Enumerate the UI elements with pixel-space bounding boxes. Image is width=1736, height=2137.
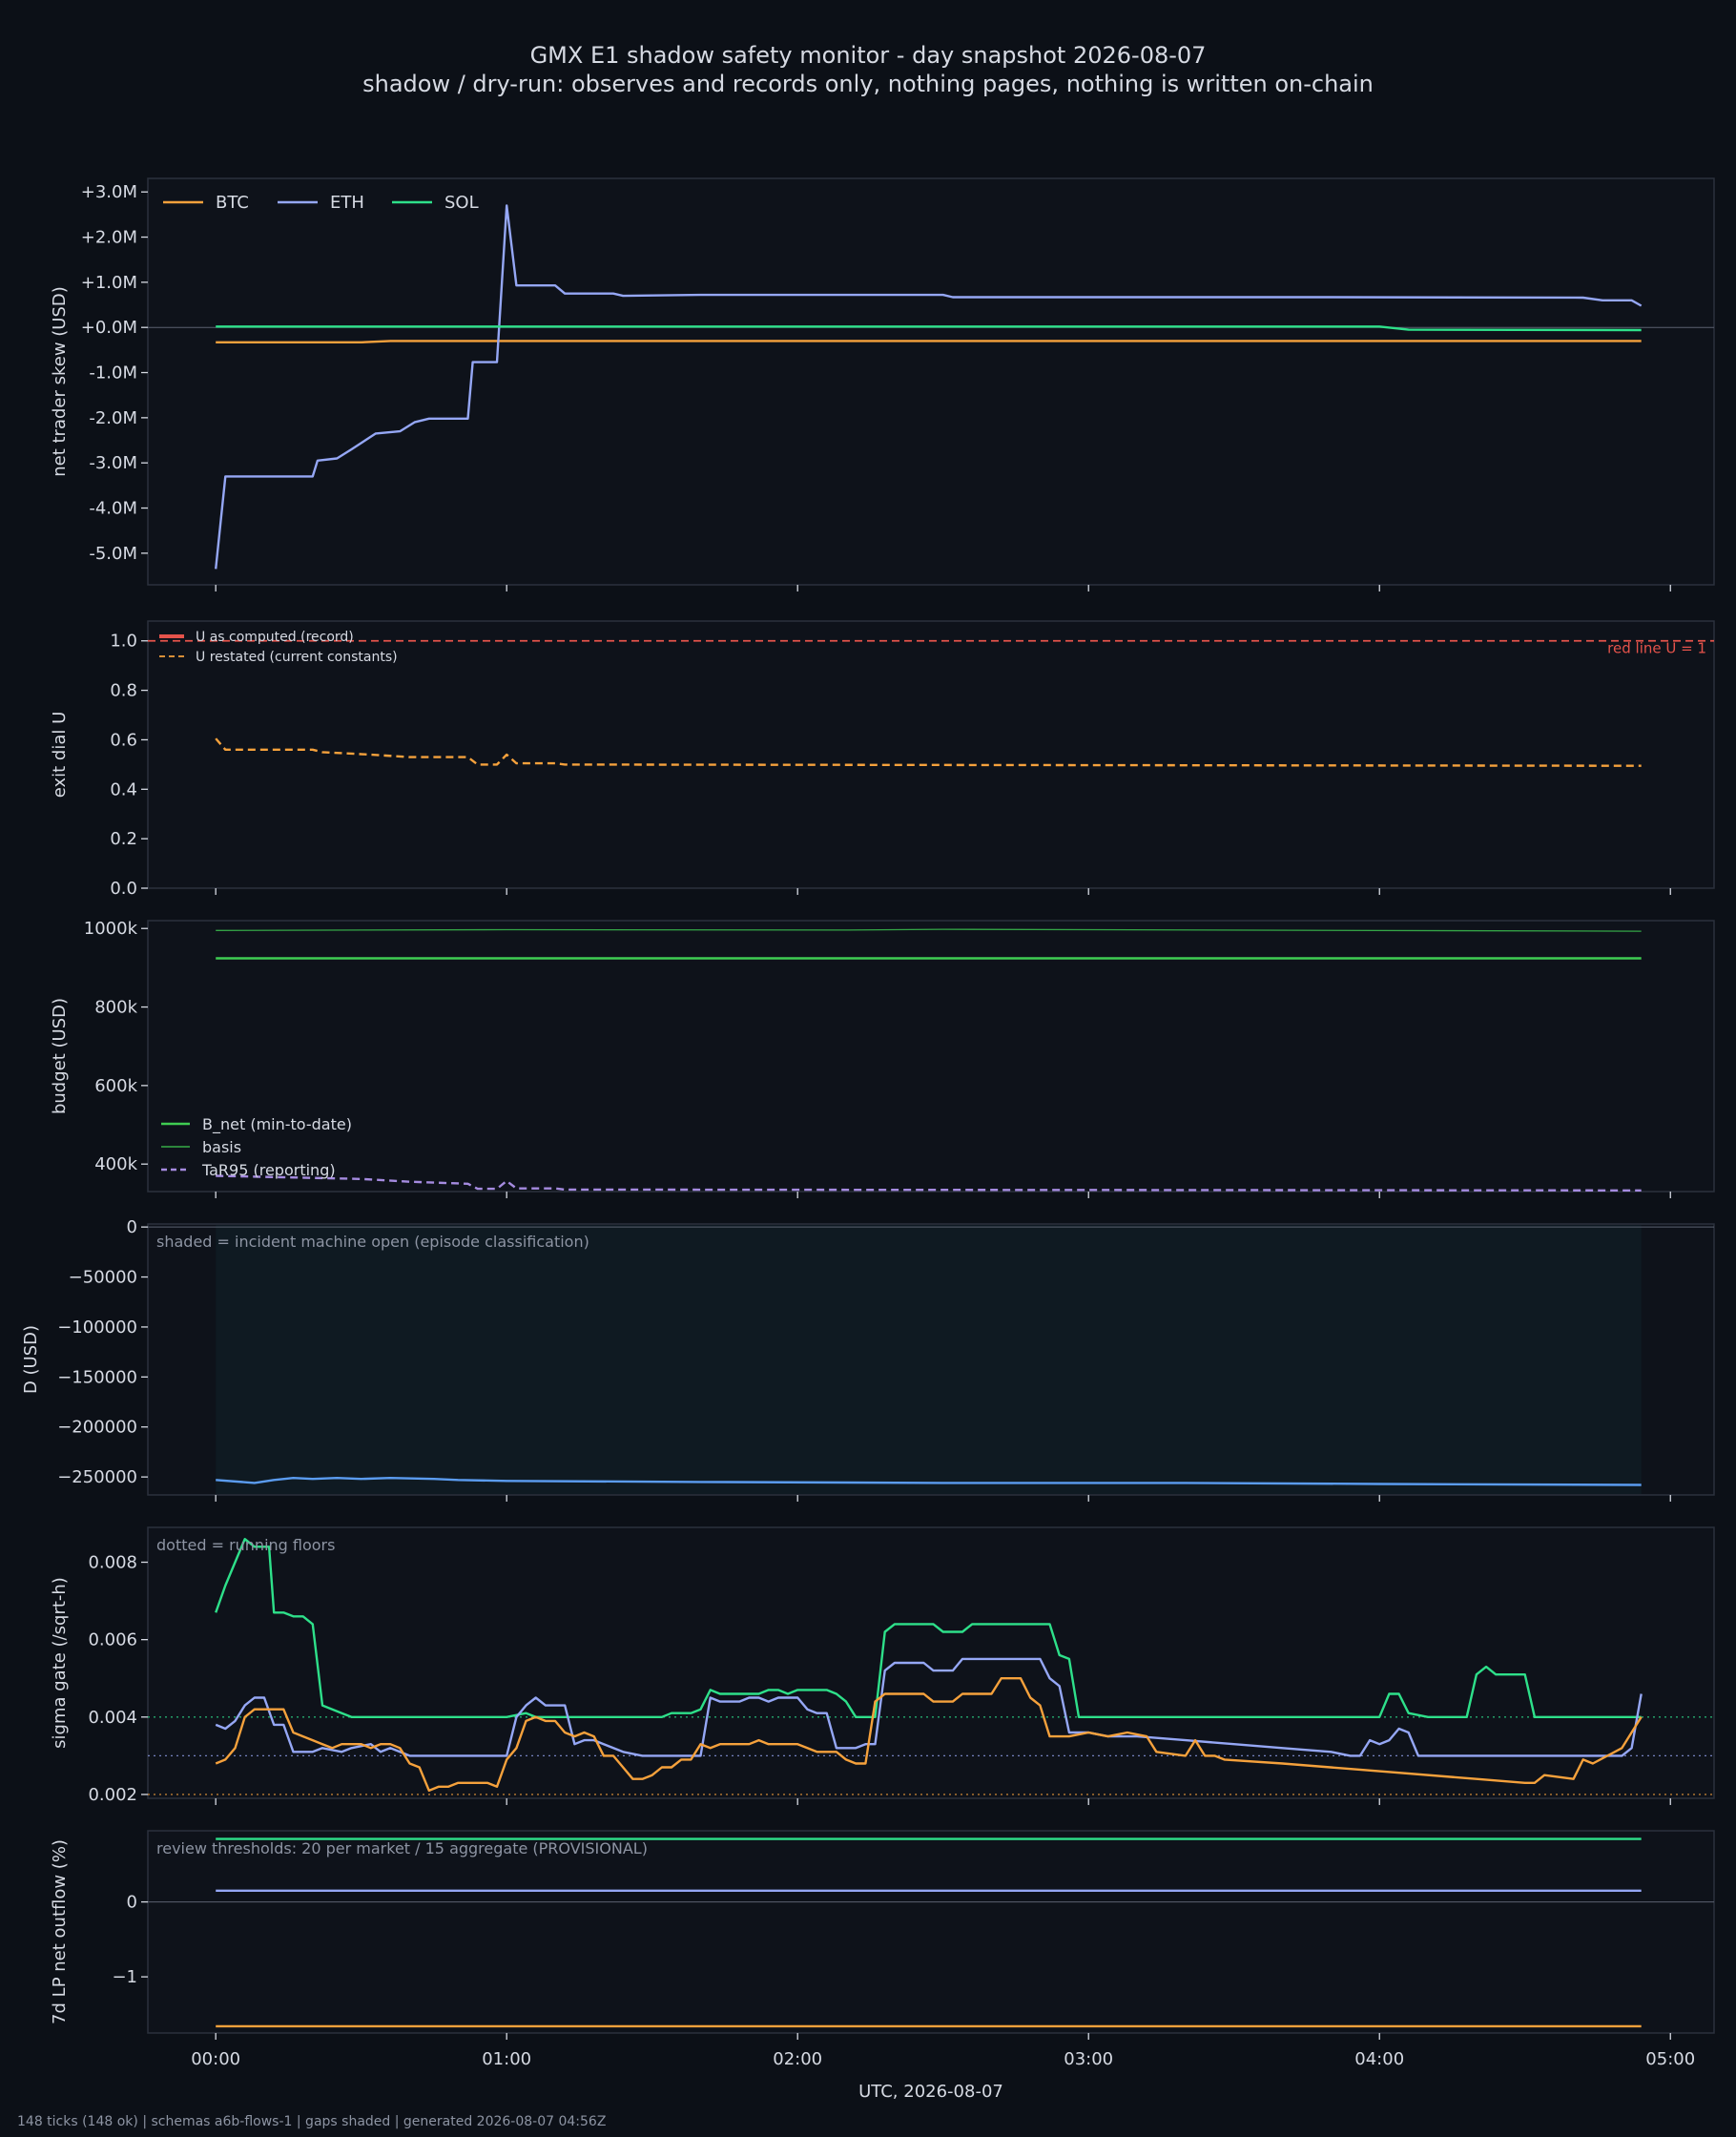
y-tick-label: 0.4 bbox=[110, 779, 137, 799]
series-line-sol bbox=[216, 325, 1642, 332]
y-tick-label: -4.0M bbox=[89, 499, 137, 519]
series-line-tar95-reporting- bbox=[216, 1174, 1642, 1192]
x-tick-label: 04:00 bbox=[1354, 2049, 1404, 2069]
plot-frame bbox=[147, 177, 1715, 586]
y-axis-label: net trader skew (USD) bbox=[50, 286, 70, 477]
panel-annotation: dotted = running floors bbox=[156, 1536, 335, 1554]
y-tick-label: 0.002 bbox=[88, 1785, 137, 1805]
series-line-sol bbox=[215, 1538, 1642, 1718]
y-tick-label: 1000k bbox=[84, 919, 138, 939]
series-line-basis bbox=[216, 928, 1642, 932]
y-tick-label: −50000 bbox=[69, 1268, 137, 1288]
y-tick-label: 0.006 bbox=[88, 1630, 137, 1650]
incident-shaded-region bbox=[216, 1225, 1642, 1494]
y-tick-label: +1.0M bbox=[81, 273, 137, 293]
legend-label: TaR95 (reporting) bbox=[201, 1161, 336, 1179]
plot-frame bbox=[147, 620, 1715, 889]
legend-label: SOL bbox=[444, 193, 479, 213]
x-tick-label: 03:00 bbox=[1064, 2049, 1113, 2069]
y-tick-label: −150000 bbox=[57, 1367, 137, 1387]
panel-sigma: 0.002 0.004 0.006 0.008 sigma gate (/sqrt-h)… bbox=[50, 1526, 1715, 1805]
y-tick-label: 1.0 bbox=[110, 632, 137, 652]
panel-annotation: shaded = incident machine open (episode … bbox=[156, 1233, 589, 1251]
y-tick-label: 0.6 bbox=[110, 730, 137, 750]
panel-exit: red line U = 1 0.0 0.2 0.4 0.6 0.8 1.0 exit dia… bbox=[50, 620, 1715, 899]
y-tick-label: 0 bbox=[127, 1217, 137, 1237]
series-line-eth bbox=[215, 204, 1643, 570]
plot-frame bbox=[147, 1830, 1715, 2034]
y-tick-label: 0.8 bbox=[110, 681, 137, 701]
x-tick-label: 00:00 bbox=[191, 2049, 240, 2069]
y-tick-label: +3.0M bbox=[81, 182, 137, 202]
y-tick-label: -1.0M bbox=[89, 363, 137, 384]
series-line-u-restated-current-constants- bbox=[215, 737, 1642, 767]
page-title: GMX E1 shadow safety monitor - day snaps… bbox=[529, 42, 1207, 69]
panel-budget: 400k 600k 800k 1000k budget (USD) B_net (min-… bbox=[50, 919, 1715, 1198]
panel-annotation: review thresholds: 20 per market / 15 ag… bbox=[156, 1839, 648, 1857]
y-tick-label: 600k bbox=[94, 1076, 137, 1096]
y-tick-label: +0.0M bbox=[81, 318, 137, 338]
x-tick-label: 02:00 bbox=[773, 2049, 822, 2069]
series-line-eth bbox=[215, 1657, 1643, 1757]
y-tick-label: 400k bbox=[94, 1154, 137, 1174]
legend-label: U as computed (record) bbox=[196, 630, 354, 645]
y-tick-label: 0.008 bbox=[88, 1553, 137, 1573]
y-axis-label: budget (USD) bbox=[50, 998, 70, 1114]
y-axis-label: D (USD) bbox=[21, 1325, 41, 1394]
y-axis-label: 7d LP net outflow (%) bbox=[50, 1839, 70, 2024]
x-tick-label: 05:00 bbox=[1645, 2049, 1695, 2069]
y-tick-label: 0.0 bbox=[110, 879, 137, 899]
footer-status: 148 ticks (148 ok) | schemas a6b-flows-1… bbox=[17, 2114, 607, 2129]
y-tick-label: 0.004 bbox=[88, 1708, 137, 1728]
y-tick-label: -5.0M bbox=[89, 544, 137, 564]
series-line-btc bbox=[216, 340, 1642, 343]
page-subtitle: shadow / dry-run: observes and records o… bbox=[362, 71, 1374, 97]
y-tick-label: +2.0M bbox=[81, 228, 137, 248]
red-line-label: red line U = 1 bbox=[1607, 640, 1706, 657]
y-tick-label: −250000 bbox=[57, 1467, 137, 1487]
y-tick-label: -2.0M bbox=[89, 408, 137, 428]
y-tick-label: −1 bbox=[112, 1967, 137, 1987]
y-tick-label: −100000 bbox=[57, 1317, 137, 1338]
y-tick-label: 0.2 bbox=[110, 829, 137, 849]
legend-label: basis bbox=[202, 1138, 241, 1156]
panel-outflow: 0 −1 7d LP net outflow (%) review threshold… bbox=[50, 1830, 1715, 2040]
legend-label: B_net (min-to-date) bbox=[202, 1115, 352, 1134]
panel-drawdown: 0 −50000 −100000 −150000 −200000 −250000 D (US… bbox=[21, 1217, 1715, 1502]
plot-frame bbox=[147, 1526, 1715, 1799]
legend-label: BTC bbox=[216, 193, 249, 213]
series-line-btc bbox=[215, 1677, 1643, 1793]
legend-label: U restated (current constants) bbox=[196, 650, 398, 665]
panel-skew: +3.0M +2.0M +1.0M +0.0M -1.0M -2.0M -3.0M -4.0M… bbox=[50, 177, 1715, 591]
series-line-d bbox=[216, 1477, 1642, 1486]
x-tick-label: 01:00 bbox=[482, 2049, 531, 2069]
x-axis-label: UTC, 2026-08-07 bbox=[858, 2082, 1003, 2102]
y-tick-label: -3.0M bbox=[89, 453, 137, 473]
plot-frame bbox=[147, 920, 1715, 1193]
legend-label: ETH bbox=[330, 193, 364, 213]
y-axis-label: exit dial U bbox=[50, 712, 70, 799]
y-axis-label: sigma gate (/sqrt-h) bbox=[50, 1577, 70, 1749]
y-tick-label: 0 bbox=[127, 1893, 137, 1913]
y-tick-label: −200000 bbox=[57, 1418, 137, 1438]
y-tick-label: 800k bbox=[94, 998, 137, 1018]
